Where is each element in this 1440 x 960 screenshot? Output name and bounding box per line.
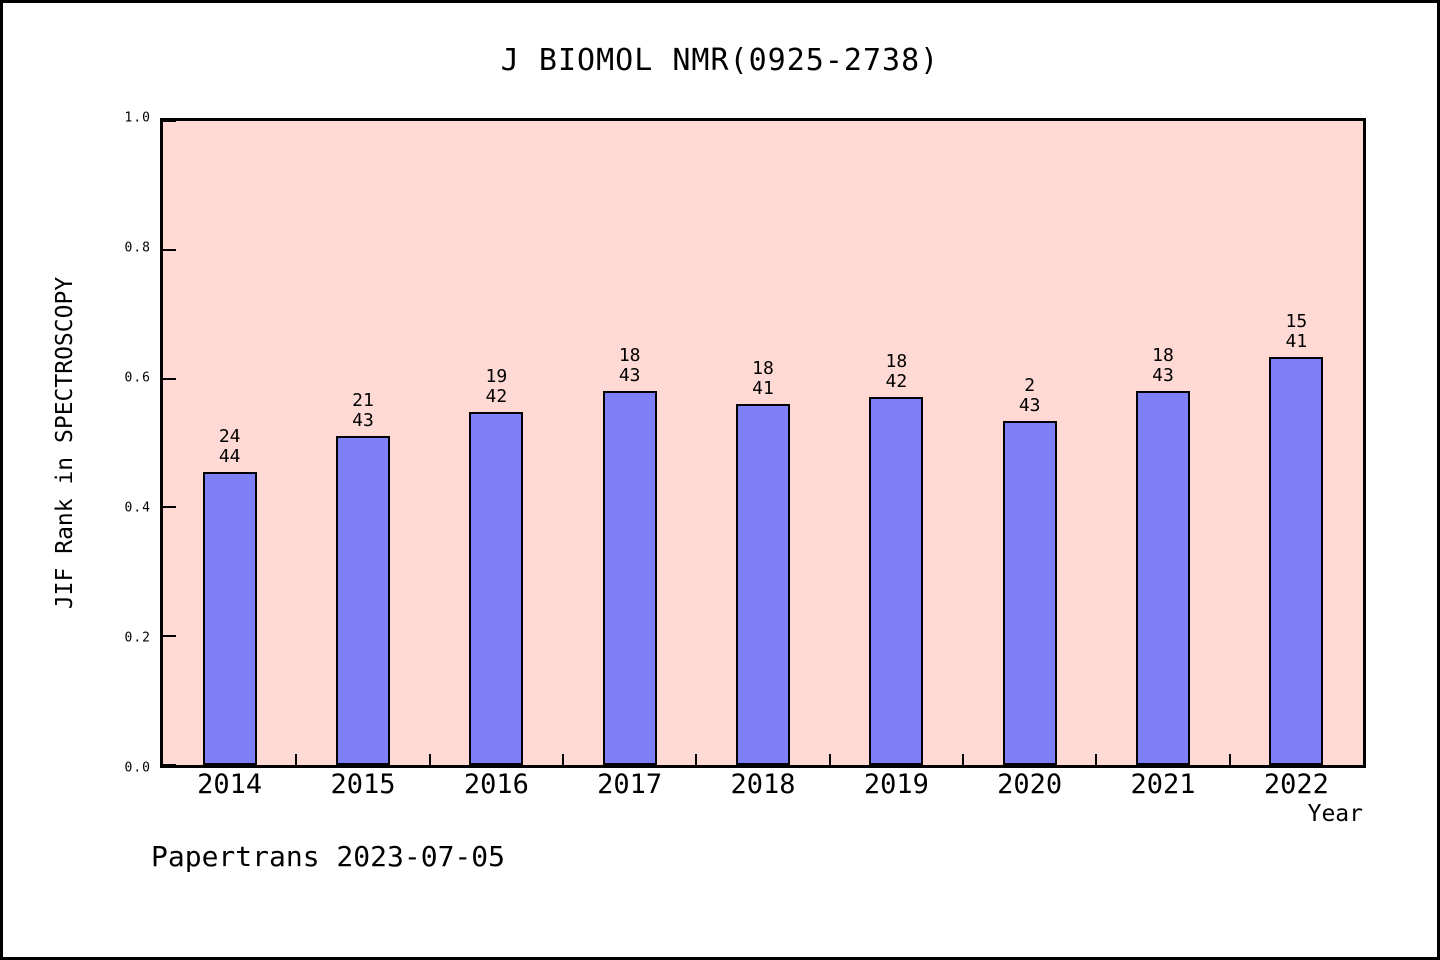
x-tick-label-2022: 2022 xyxy=(1263,769,1329,800)
bar-2018 xyxy=(736,403,790,765)
x-axis-tick xyxy=(695,754,698,765)
x-axis-tick xyxy=(562,754,564,765)
y-tick-label: 0.8 xyxy=(124,240,151,256)
y-tick-label: 0.4 xyxy=(124,500,151,516)
bar-value-label: 18 42 xyxy=(856,352,936,392)
bar-label-rank: 18 xyxy=(1152,344,1174,366)
bar-2014 xyxy=(202,472,257,765)
bar-label-total: 44 xyxy=(218,446,241,468)
bar-2021 xyxy=(1136,390,1190,765)
x-tick-label-2019: 2019 xyxy=(863,769,929,800)
footer-watermark: Papertrans 2023-07-05 xyxy=(151,840,506,873)
y-tick-labels: 0.0 0.2 0.4 0.6 0.8 1.0 xyxy=(3,111,151,776)
bar-label-rank: 2 xyxy=(1024,374,1036,396)
x-axis-tick xyxy=(428,754,431,765)
x-axis-tick xyxy=(962,754,964,765)
x-tick-labels: 2014 2015 2016 2017 2018 2019 2020 2021 2022 xyxy=(163,769,1363,801)
bar-value-label: 2 43 xyxy=(990,374,1070,416)
x-tick-label-2017: 2017 xyxy=(597,769,663,800)
bar-2016 xyxy=(469,412,524,765)
bar-label-total: 43 xyxy=(1018,394,1041,416)
y-axis-tick xyxy=(163,764,176,766)
bar-label-total: 41 xyxy=(1285,330,1308,352)
x-tick-label-2014: 2014 xyxy=(197,769,263,800)
bar-label-rank: 19 xyxy=(485,366,508,388)
y-axis-tick xyxy=(163,377,176,380)
x-axis-tick xyxy=(1228,754,1231,765)
x-axis-label: Year xyxy=(1307,801,1363,827)
y-tick-label: 0.2 xyxy=(124,630,151,646)
bar-label-total: 42 xyxy=(885,371,908,393)
plot-inner: 24 44 21 43 19 42 18 43 18 41 18 42 2 43 18 43 15 41 xyxy=(163,120,1363,766)
x-axis-tick xyxy=(295,754,298,765)
bar-label-rank: 21 xyxy=(352,389,374,411)
bar-value-label: 18 41 xyxy=(723,357,803,399)
bar-label-rank: 18 xyxy=(885,351,908,373)
x-tick-label-2020: 2020 xyxy=(997,769,1063,800)
y-tick-label: 0.6 xyxy=(124,370,151,386)
bar-2017 xyxy=(602,390,657,765)
bar-value-label: 21 43 xyxy=(323,389,403,431)
x-axis-tick xyxy=(1095,754,1098,765)
bar-2022 xyxy=(1269,356,1324,765)
y-tick-label: 1.0 xyxy=(124,110,151,126)
bar-2015 xyxy=(335,435,390,765)
bar-value-label: 19 42 xyxy=(456,367,536,407)
bar-2020 xyxy=(1002,420,1057,765)
x-tick-label-2018: 2018 xyxy=(730,769,796,800)
x-tick-label-2021: 2021 xyxy=(1130,769,1196,800)
y-axis-tick xyxy=(163,635,176,638)
y-axis-tick xyxy=(163,248,176,251)
x-axis-tick xyxy=(828,754,831,765)
bar-label-rank: 18 xyxy=(752,357,774,379)
x-tick-label-2015: 2015 xyxy=(330,769,396,800)
bar-2019 xyxy=(869,397,924,765)
bar-value-label: 15 41 xyxy=(1256,310,1336,352)
bar-label-rank: 15 xyxy=(1285,310,1308,332)
bar-label-rank: 18 xyxy=(618,344,641,366)
bar-value-label: 18 43 xyxy=(1123,344,1203,386)
bar-label-total: 41 xyxy=(752,377,774,399)
chart-title: J BIOMOL NMR(0925-2738) xyxy=(500,43,940,78)
y-axis-tick xyxy=(163,506,176,509)
y-axis-tick xyxy=(163,120,176,122)
bar-label-total: 43 xyxy=(352,409,374,431)
x-tick-label-2016: 2016 xyxy=(463,769,529,800)
bar-value-label: 24 44 xyxy=(190,427,270,467)
bar-label-rank: 24 xyxy=(218,426,241,448)
bar-label-total: 42 xyxy=(485,386,508,408)
bar-label-total: 43 xyxy=(1152,364,1174,386)
y-tick-label: 0.0 xyxy=(124,760,151,776)
bar-label-total: 43 xyxy=(618,364,641,386)
plot-area: 24 44 21 43 19 42 18 43 18 41 18 42 2 43 18 43 15 41 xyxy=(160,118,1366,768)
bar-value-label: 18 43 xyxy=(590,344,670,386)
